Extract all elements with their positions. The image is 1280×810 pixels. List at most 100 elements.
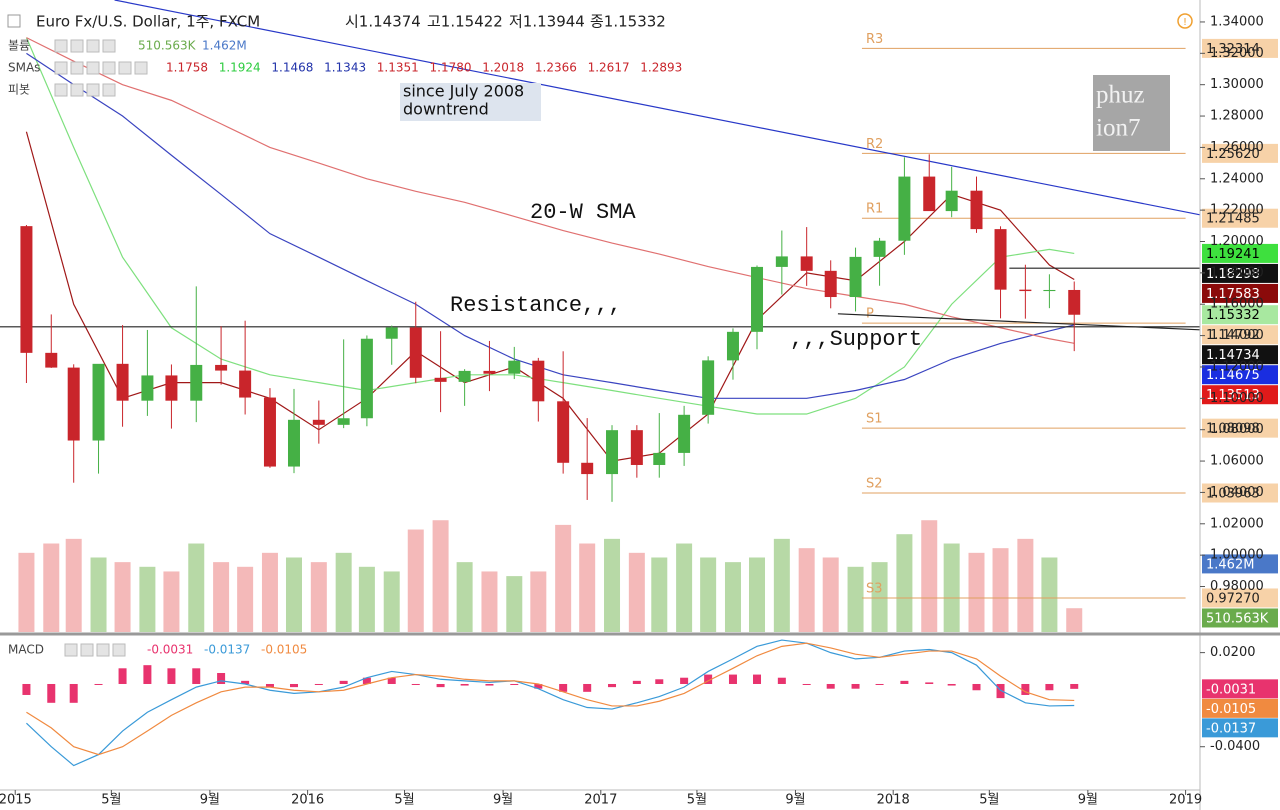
price-label: 1.08098 bbox=[1206, 422, 1260, 437]
indicator-name: 볼륨 bbox=[8, 39, 30, 53]
y-tick-label: 1.02000 bbox=[1210, 516, 1264, 531]
macd-histogram-bar bbox=[583, 683, 592, 692]
macd-histogram-bar bbox=[510, 683, 519, 685]
volume-bar bbox=[822, 557, 839, 632]
price-label: 1.14675 bbox=[1206, 368, 1260, 383]
legend-icon[interactable] bbox=[102, 83, 116, 97]
volume-bar bbox=[432, 520, 449, 632]
legend-icon[interactable] bbox=[64, 643, 78, 657]
candle-body bbox=[92, 363, 105, 441]
candle-body bbox=[434, 377, 447, 382]
candle-body bbox=[994, 229, 1007, 290]
legend-icon[interactable] bbox=[70, 39, 84, 53]
candle-body bbox=[630, 430, 643, 465]
legend-icon[interactable] bbox=[102, 61, 116, 75]
candle-body bbox=[287, 419, 300, 467]
macd-histogram-bar bbox=[167, 668, 176, 684]
legend-icon[interactable] bbox=[54, 61, 68, 75]
watermark-box bbox=[1093, 75, 1170, 151]
price-labels: 1.32314 1.25620 1.21485 1.19241 1.18298 1.175… bbox=[1202, 38, 1278, 738]
legend-icon[interactable] bbox=[86, 83, 100, 97]
y-tick-label: 1.32000 bbox=[1210, 46, 1264, 61]
watermark: phuz bbox=[1096, 82, 1145, 109]
legend-icon[interactable] bbox=[80, 643, 94, 657]
indicator-name: SMAs bbox=[8, 61, 40, 75]
candle-body bbox=[849, 256, 862, 298]
price-label-box bbox=[1202, 345, 1278, 365]
price-label-box bbox=[1202, 418, 1278, 438]
price-label-box bbox=[1202, 588, 1278, 608]
macd-histogram-bar bbox=[704, 674, 713, 684]
volume-bar bbox=[358, 566, 375, 632]
volume-bar bbox=[1041, 557, 1058, 632]
macd-histogram-bar bbox=[947, 683, 956, 686]
legend-icon[interactable] bbox=[86, 39, 100, 53]
macd-histogram-bar bbox=[22, 683, 31, 695]
macd-histogram-bar bbox=[411, 683, 420, 685]
candle-body bbox=[800, 256, 813, 271]
x-tick-label: 2015 bbox=[0, 793, 32, 808]
price-label: 1.19241 bbox=[1206, 247, 1260, 262]
candle-body bbox=[557, 401, 570, 463]
y-tick-label: 1.04000 bbox=[1210, 485, 1264, 500]
x-tick-label: 9월 bbox=[1078, 793, 1098, 808]
legend-icon[interactable] bbox=[134, 61, 148, 75]
legend-icon[interactable] bbox=[54, 39, 68, 53]
price-label: 1.14792 bbox=[1206, 328, 1260, 343]
volume-bar bbox=[456, 562, 473, 632]
candle-body bbox=[458, 370, 471, 382]
volume-bar bbox=[163, 571, 180, 632]
price-label: 510.563K bbox=[1206, 611, 1269, 626]
macd-histogram-bar bbox=[559, 683, 568, 692]
pivot-name: S1 bbox=[866, 412, 883, 427]
legend-icon[interactable] bbox=[86, 61, 100, 75]
price-label-box bbox=[1202, 718, 1278, 738]
price-label: 1.14734 bbox=[1206, 348, 1260, 363]
volume-bar bbox=[773, 538, 790, 632]
price-label: -0.0031 bbox=[1206, 682, 1256, 697]
x-tick-label: 2016 bbox=[291, 793, 324, 808]
x-tick-label: 2018 bbox=[877, 793, 910, 808]
legend-icon[interactable] bbox=[70, 83, 84, 97]
candle-body bbox=[945, 190, 958, 212]
volume-bar bbox=[530, 571, 547, 632]
volume-bar bbox=[651, 557, 668, 632]
volume-bar bbox=[383, 571, 400, 632]
candle-body bbox=[20, 226, 33, 353]
macd-histogram-bar bbox=[972, 683, 981, 691]
legend-icon[interactable] bbox=[70, 61, 84, 75]
candle-body bbox=[726, 331, 739, 361]
alert-icon[interactable] bbox=[1177, 13, 1193, 29]
sma-legend-value: 1.1351 bbox=[377, 61, 419, 75]
candle-body bbox=[824, 270, 837, 298]
legend-icon[interactable] bbox=[112, 643, 126, 657]
candle-body bbox=[263, 397, 276, 467]
x-tick-label: 2017 bbox=[584, 793, 617, 808]
trend-line bbox=[114, 0, 1201, 216]
legend-icon[interactable] bbox=[102, 39, 116, 53]
price-label: 0.97270 bbox=[1206, 591, 1260, 606]
y-tick-label: 1.18000 bbox=[1210, 265, 1264, 280]
candle-body bbox=[775, 256, 788, 267]
collapse-button[interactable] bbox=[7, 14, 21, 28]
macd-histogram-bar bbox=[217, 673, 226, 684]
y-tick-label: 1.08000 bbox=[1210, 422, 1264, 437]
macd-histogram-bar bbox=[900, 680, 909, 684]
legend-icon[interactable] bbox=[54, 83, 68, 97]
volume-bar bbox=[847, 566, 864, 632]
volume-bar bbox=[261, 552, 278, 632]
y-tick-label: 1.10000 bbox=[1210, 391, 1264, 406]
price-label: 1.03963 bbox=[1206, 487, 1260, 502]
sma-line bbox=[25, 37, 1075, 415]
legend-icon[interactable] bbox=[118, 61, 132, 75]
volume-bar bbox=[555, 524, 572, 632]
ohlc-open: 시1.14374 bbox=[345, 13, 421, 31]
legend-icon[interactable] bbox=[96, 643, 110, 657]
macd-histogram-bar bbox=[680, 677, 689, 684]
candle-body bbox=[606, 430, 619, 475]
macd-legend-value: -0.0137 bbox=[204, 643, 250, 657]
alert-icon-mark: ! bbox=[1183, 17, 1187, 28]
price-label-box bbox=[1202, 263, 1278, 283]
candle-body bbox=[141, 375, 154, 401]
